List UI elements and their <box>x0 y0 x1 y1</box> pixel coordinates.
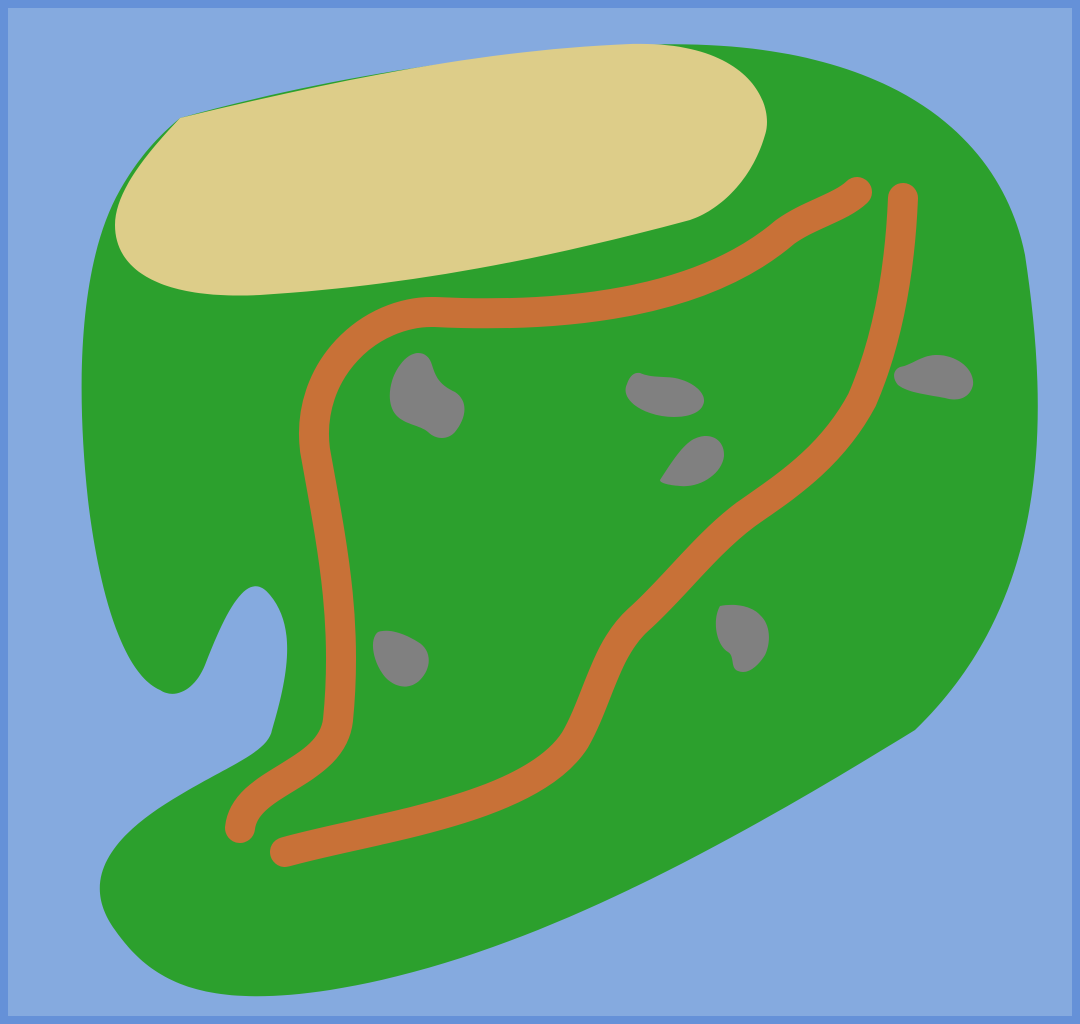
trails-group <box>225 177 918 867</box>
rock-icon <box>372 630 429 687</box>
trail-path-right <box>270 183 918 867</box>
rock-icon <box>389 352 465 438</box>
rock-icon <box>715 604 769 672</box>
rock-icon <box>894 354 974 400</box>
sand-beach <box>115 43 767 296</box>
trail-path-left <box>225 177 872 843</box>
rock-icon <box>660 435 725 487</box>
rock-icon <box>625 372 705 417</box>
rocks-group <box>372 352 974 687</box>
